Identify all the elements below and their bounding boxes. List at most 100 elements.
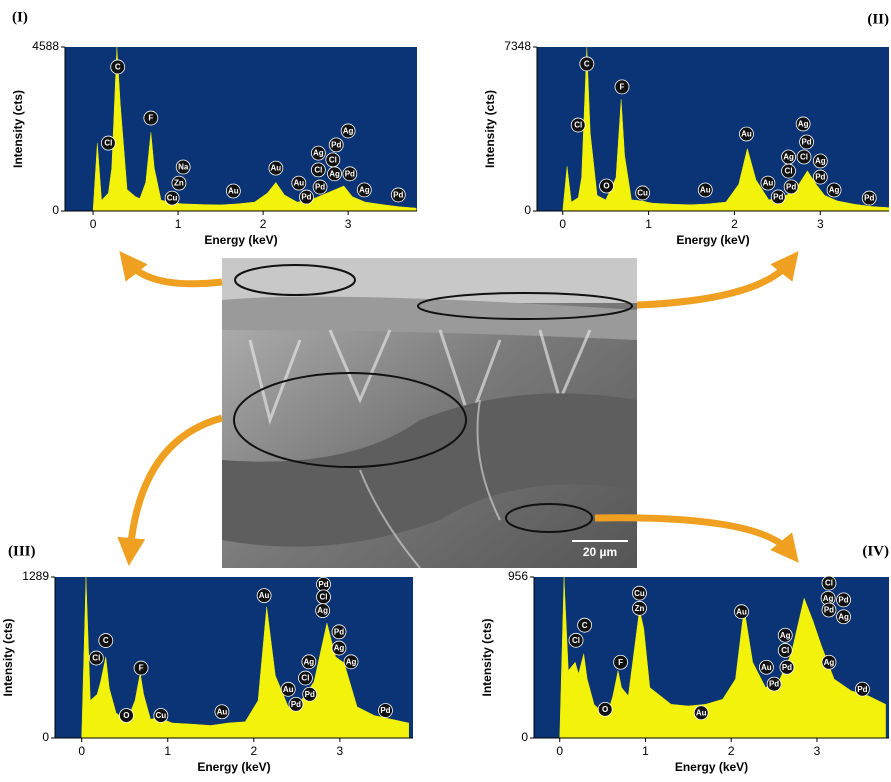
x-axis-label: Energy (keV) — [204, 233, 277, 247]
peak-label: Pd — [393, 191, 403, 200]
peak-label: Zn — [635, 604, 645, 613]
peak-label: Ag — [317, 606, 328, 615]
peak-label: Pd — [773, 193, 783, 202]
panel-title: (III) — [8, 543, 36, 559]
peak-label: Cu — [167, 194, 178, 203]
chart-panel: 045880123Energy (keV)Intensity (cts)(I)C… — [11, 9, 417, 247]
x-tick-label: 0 — [90, 217, 97, 231]
y-tick-label: 0 — [524, 203, 531, 217]
panel-title: (IV) — [862, 543, 889, 559]
peak-label: Cu — [637, 189, 648, 198]
peak-label: Au — [271, 164, 282, 173]
peak-label: Cl — [320, 592, 328, 601]
x-tick-label: 1 — [642, 744, 649, 758]
peak-label: Ag — [346, 657, 357, 666]
peak-label: Pd — [291, 700, 301, 709]
peak-label: Pd — [769, 680, 779, 689]
x-tick-label: 3 — [814, 744, 821, 758]
x-axis-label: Energy (keV) — [676, 233, 749, 247]
peak-label: Ag — [815, 157, 826, 166]
peak-label: F — [139, 664, 144, 673]
peak-label: Cu — [156, 711, 167, 720]
peak-label: Pd — [801, 138, 811, 147]
peak-label: Cl — [825, 579, 833, 588]
y-axis-label: Intensity (cts) — [1, 618, 15, 696]
peak-label: Pd — [864, 194, 874, 203]
x-tick-label: 2 — [728, 744, 735, 758]
peak-label: Cl — [574, 121, 582, 130]
x-tick-label: 0 — [78, 744, 85, 758]
peak-label: Cl — [314, 166, 322, 175]
x-tick-label: 1 — [645, 217, 652, 231]
x-axis-label: Energy (keV) — [675, 760, 748, 774]
y-tick-label: 0 — [42, 730, 49, 744]
y-tick-label: 956 — [508, 569, 528, 583]
peak-label: F — [618, 658, 623, 667]
peak-label: Ag — [343, 127, 354, 136]
peak-label: Ag — [829, 186, 840, 195]
peak-label: Au — [217, 707, 228, 716]
panel-title: (II) — [867, 11, 889, 27]
peak-label: Pd — [334, 627, 344, 636]
peak-label: Au — [259, 591, 270, 600]
peak-label: Cl — [92, 654, 100, 663]
peak-label: C — [103, 636, 109, 645]
x-tick-label: 3 — [817, 217, 824, 231]
peak-label: Ag — [824, 658, 835, 667]
peak-label: C — [584, 60, 590, 69]
peak-label: Na — [178, 163, 189, 172]
peak-label: Pd — [318, 580, 328, 589]
peak-label: Ag — [313, 149, 324, 158]
scale-bar-label: 20 µm — [583, 545, 617, 559]
x-tick-label: 2 — [731, 217, 738, 231]
peak-label: Pd — [786, 183, 796, 192]
peak-label: Ag — [798, 120, 809, 129]
peak-label: Au — [283, 685, 294, 694]
peak-label: O — [603, 182, 609, 191]
peak-label: Pd — [782, 663, 792, 672]
peak-label: Ag — [329, 169, 340, 178]
peak-label: Ag — [783, 153, 794, 162]
x-tick-label: 2 — [250, 744, 257, 758]
peak-label: Ag — [780, 631, 791, 640]
peak-label: Cl — [301, 674, 309, 683]
peak-label: C — [115, 63, 121, 72]
peak-label: C — [582, 621, 588, 630]
peak-label: Au — [741, 130, 752, 139]
peak-label: Au — [700, 186, 711, 195]
peak-label: Ag — [334, 644, 345, 653]
peak-label: Ag — [823, 594, 834, 603]
peak-label: Pd — [824, 606, 834, 615]
peak-label: Pd — [305, 690, 315, 699]
peak-label: O — [602, 705, 608, 714]
peak-label: Cl — [800, 153, 808, 162]
peak-label: Pd — [331, 140, 341, 149]
x-tick-label: 2 — [260, 217, 267, 231]
peak-label: F — [148, 114, 153, 123]
y-axis-label: Intensity (cts) — [11, 90, 25, 168]
x-axis-label: Energy (keV) — [197, 760, 270, 774]
peak-label: O — [123, 711, 129, 720]
y-tick-label: 0 — [52, 203, 59, 217]
figure: 20 µm 0 4588 0 1 2 3 Energy (keV) Intensity (ct… — [0, 0, 891, 782]
y-tick-label: 1289 — [22, 569, 49, 583]
peak-label: Au — [228, 187, 239, 196]
peak-label: Cu — [634, 589, 645, 598]
x-tick-label: 0 — [559, 217, 566, 231]
peak-label: Cl — [329, 155, 337, 164]
y-axis-label: Intensity (cts) — [483, 90, 497, 168]
x-tick-label: 3 — [337, 744, 344, 758]
y-tick-label: 0 — [521, 730, 528, 744]
peak-label: Cl — [781, 646, 789, 655]
peak-label: Pd — [315, 183, 325, 192]
peak-label: Pd — [857, 685, 867, 694]
x-tick-label: 3 — [345, 217, 352, 231]
peak-label: Pd — [380, 706, 390, 715]
peak-label: Ag — [359, 186, 370, 195]
x-tick-label: 1 — [175, 217, 182, 231]
peak-label: Au — [293, 179, 304, 188]
y-tick-label: 4588 — [32, 39, 59, 53]
